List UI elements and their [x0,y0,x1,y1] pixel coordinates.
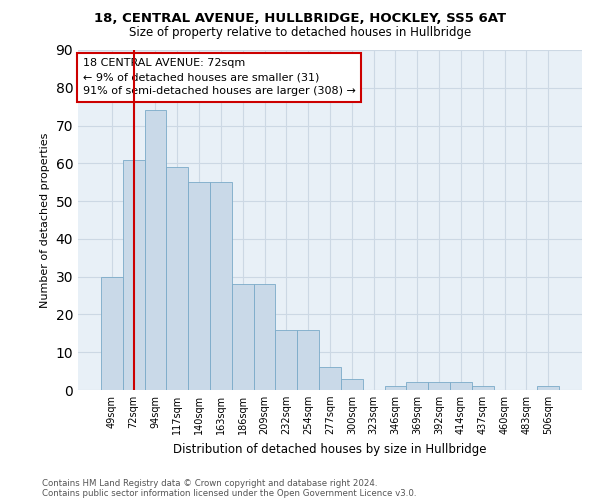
Y-axis label: Number of detached properties: Number of detached properties [40,132,50,308]
Text: 18, CENTRAL AVENUE, HULLBRIDGE, HOCKLEY, SS5 6AT: 18, CENTRAL AVENUE, HULLBRIDGE, HOCKLEY,… [94,12,506,26]
Bar [145,110,166,390]
Text: Size of property relative to detached houses in Hullbridge: Size of property relative to detached ho… [129,26,471,39]
Bar [428,382,450,390]
Bar [210,182,232,390]
Bar [537,386,559,390]
Text: Contains HM Land Registry data © Crown copyright and database right 2024.: Contains HM Land Registry data © Crown c… [42,478,377,488]
Bar [254,284,275,390]
Bar [232,284,254,390]
Bar [385,386,406,390]
Bar [341,378,363,390]
Bar [101,276,123,390]
X-axis label: Distribution of detached houses by size in Hullbridge: Distribution of detached houses by size … [173,442,487,456]
Bar [472,386,494,390]
Bar [297,330,319,390]
Bar [406,382,428,390]
Bar [188,182,210,390]
Bar [123,160,145,390]
Bar [450,382,472,390]
Bar [275,330,297,390]
Bar [319,368,341,390]
Bar [166,167,188,390]
Text: 18 CENTRAL AVENUE: 72sqm
← 9% of detached houses are smaller (31)
91% of semi-de: 18 CENTRAL AVENUE: 72sqm ← 9% of detache… [83,58,356,96]
Text: Contains public sector information licensed under the Open Government Licence v3: Contains public sector information licen… [42,488,416,498]
